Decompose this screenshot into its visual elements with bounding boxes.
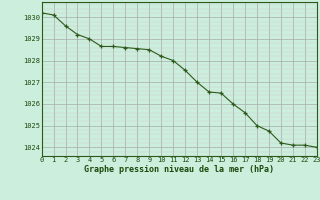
X-axis label: Graphe pression niveau de la mer (hPa): Graphe pression niveau de la mer (hPa)	[84, 165, 274, 174]
